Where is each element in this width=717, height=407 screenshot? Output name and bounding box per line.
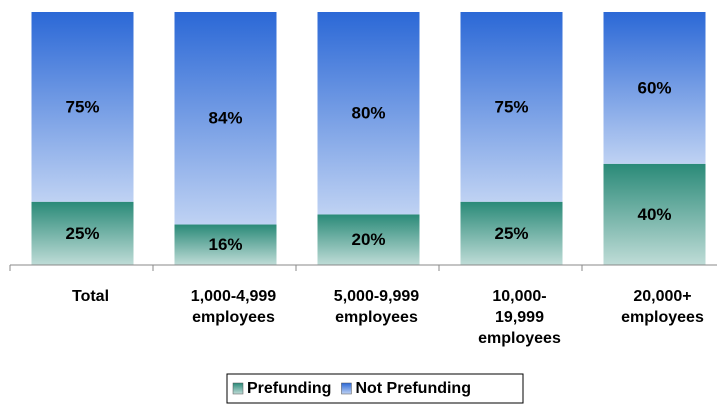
legend-label: Not Prefunding bbox=[355, 380, 471, 397]
value-label: 84% bbox=[208, 109, 242, 128]
value-label: 25% bbox=[494, 224, 528, 243]
bar-segment bbox=[31, 201, 134, 265]
value-label: 16% bbox=[208, 235, 242, 254]
legend-marker bbox=[341, 382, 352, 395]
bar-segment bbox=[460, 12, 563, 202]
legend-label: Prefunding bbox=[247, 380, 331, 397]
legend-box bbox=[226, 373, 524, 404]
bar-segment bbox=[174, 12, 277, 225]
bar-segment bbox=[317, 12, 420, 215]
x-tick-label: employees bbox=[621, 309, 704, 326]
bar-segment bbox=[174, 224, 277, 265]
value-label: 40% bbox=[637, 205, 671, 224]
bar-segment bbox=[603, 163, 706, 265]
x-tick-label: Total bbox=[72, 288, 109, 305]
x-tick-label: employees bbox=[192, 309, 275, 326]
x-tick-label: 10,000- bbox=[492, 288, 546, 305]
x-tick-label: 1,000-4,999 bbox=[191, 288, 277, 305]
x-tick-label: employees bbox=[478, 330, 561, 347]
x-tick-label: 5,000-9,999 bbox=[334, 288, 420, 305]
value-label: 25% bbox=[65, 224, 99, 243]
value-label: 80% bbox=[351, 104, 385, 123]
value-label: 75% bbox=[494, 97, 528, 116]
bar-segment bbox=[317, 214, 420, 265]
value-label: 75% bbox=[65, 97, 99, 116]
bar-segment bbox=[603, 12, 706, 164]
bar-segment bbox=[31, 12, 134, 202]
legend-marker bbox=[232, 382, 244, 395]
x-tick-label: employees bbox=[335, 309, 418, 326]
x-tick-label: 19,999 bbox=[495, 309, 544, 326]
bar-segment bbox=[460, 201, 563, 265]
value-label: 20% bbox=[351, 230, 385, 249]
value-label: 60% bbox=[637, 78, 671, 97]
x-tick-label: 20,000+ bbox=[633, 288, 691, 305]
